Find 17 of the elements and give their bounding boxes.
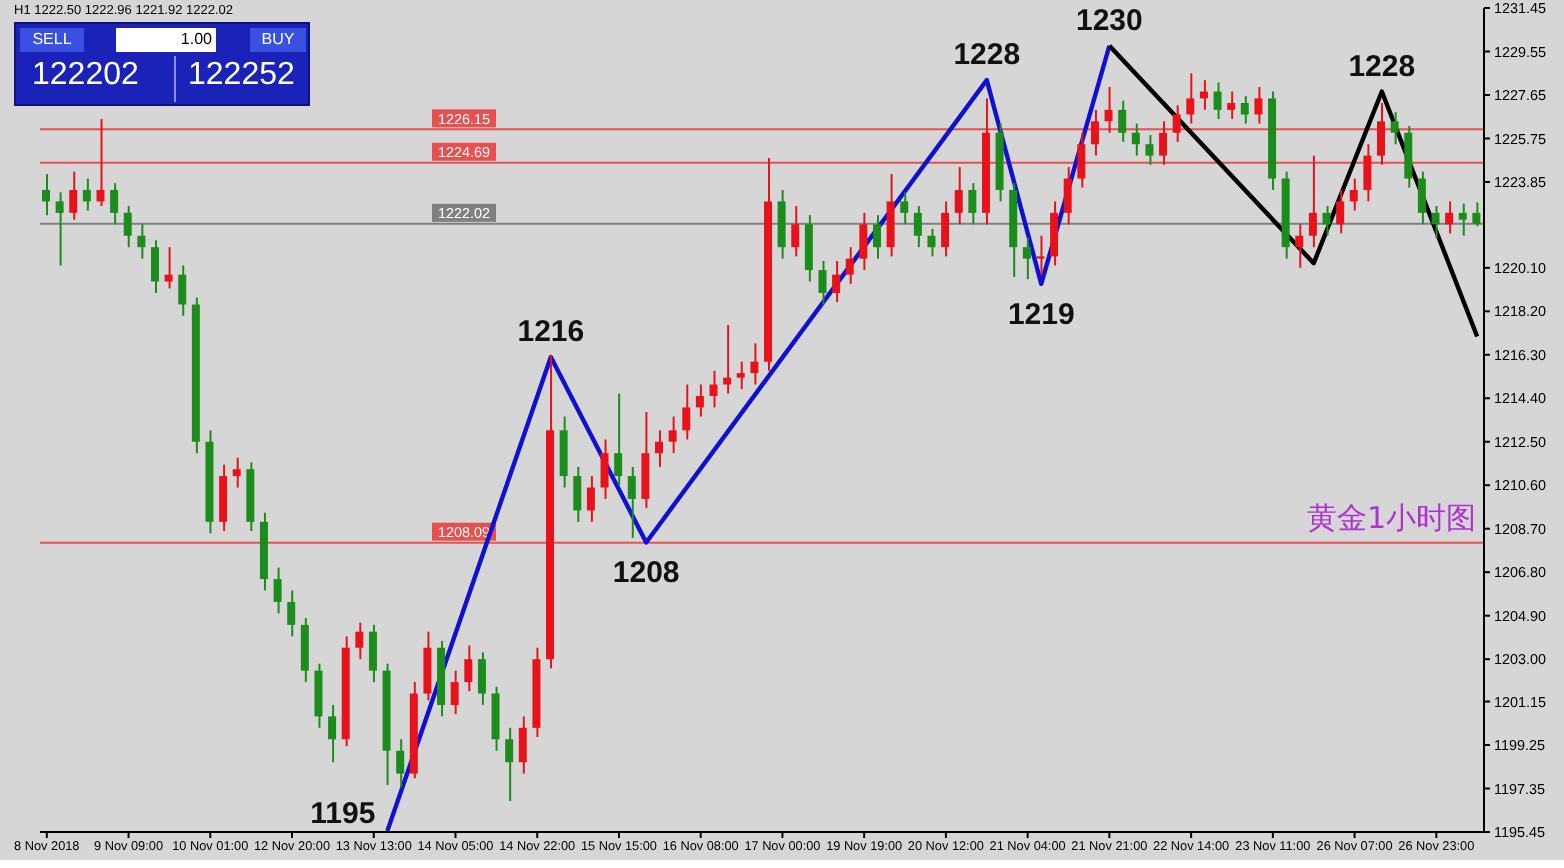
annotation: SELL — [20, 28, 84, 52]
data-label: 1219 — [1007, 297, 1075, 332]
annotation: BUY — [250, 28, 306, 52]
candlestick — [723, 325, 732, 394]
data-label: 1228 — [1348, 49, 1416, 84]
data-label: 1216 — [517, 315, 585, 350]
line-series — [385, 43, 1112, 832]
candlestick — [1036, 235, 1045, 275]
line-series — [1107, 43, 1480, 339]
text: 黄金1小时图 — [1306, 500, 1476, 538]
annotation: 122252 — [188, 58, 295, 92]
data-label: 1228 — [953, 38, 1021, 73]
data-label: 1195 — [310, 796, 376, 831]
data-label: 1208 — [612, 556, 680, 591]
annotation: 1.00 — [116, 28, 216, 52]
annotation: 122202 — [32, 58, 139, 92]
data-label: 1230 — [1076, 3, 1143, 38]
